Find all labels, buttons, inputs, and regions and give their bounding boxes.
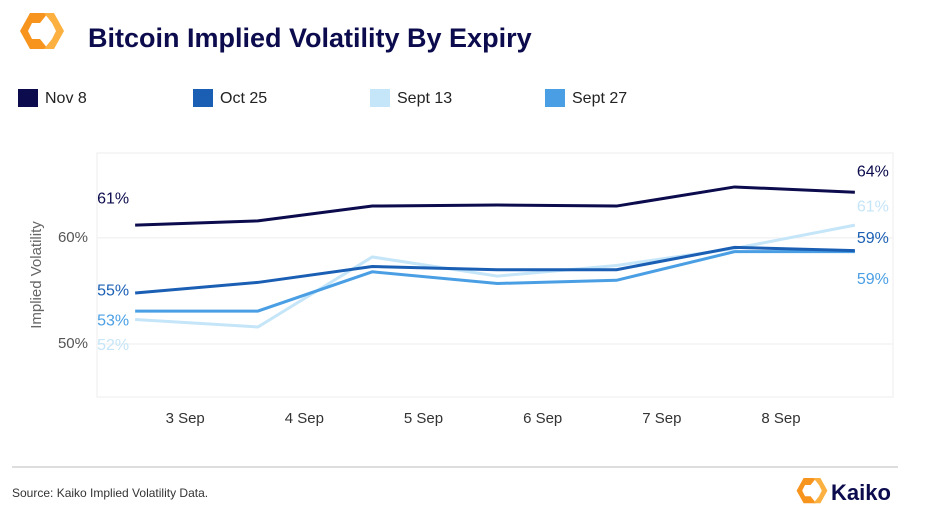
- legend-label: Nov 8: [45, 90, 87, 107]
- series-line: [135, 250, 855, 313]
- x-tick-label: 7 Sep: [642, 410, 681, 427]
- series-line: [135, 185, 855, 227]
- y-tick-label: 50%: [58, 335, 88, 352]
- value-label: 61%: [97, 190, 129, 207]
- x-tick-label: 3 Sep: [166, 410, 205, 427]
- value-label: 52%: [97, 337, 129, 354]
- value-label: 55%: [97, 282, 129, 299]
- legend-swatch: [18, 89, 38, 107]
- logo: [20, 13, 64, 49]
- chart-title: Bitcoin Implied Volatility By Expiry: [88, 23, 532, 53]
- legend-swatch: [545, 89, 565, 107]
- value-label: 59%: [857, 230, 889, 247]
- value-label: 64%: [857, 163, 889, 180]
- x-tick-label: 5 Sep: [404, 410, 443, 427]
- plot-border: [96, 152, 894, 398]
- x-tick-label: 6 Sep: [523, 410, 562, 427]
- brand-logo: [796, 478, 828, 504]
- legend-label: Sept 27: [572, 90, 627, 107]
- value-label: 53%: [97, 312, 129, 329]
- value-label: 59%: [857, 271, 889, 288]
- x-tick-label: 4 Sep: [285, 410, 324, 427]
- legend-swatch: [370, 89, 390, 107]
- brand: Kaiko: [831, 480, 891, 505]
- series-line: [135, 245, 855, 295]
- legend-label: Oct 25: [220, 90, 267, 107]
- source: Source: Kaiko Implied Volatility Data.: [12, 486, 208, 500]
- legend-label: Sept 13: [397, 90, 452, 107]
- x-tick-label: 8 Sep: [761, 410, 800, 427]
- y-axis-label: Implied Volatility: [28, 221, 45, 329]
- legend-swatch: [193, 89, 213, 107]
- y-tick-label: 60%: [58, 229, 88, 246]
- value-label: 61%: [857, 198, 889, 215]
